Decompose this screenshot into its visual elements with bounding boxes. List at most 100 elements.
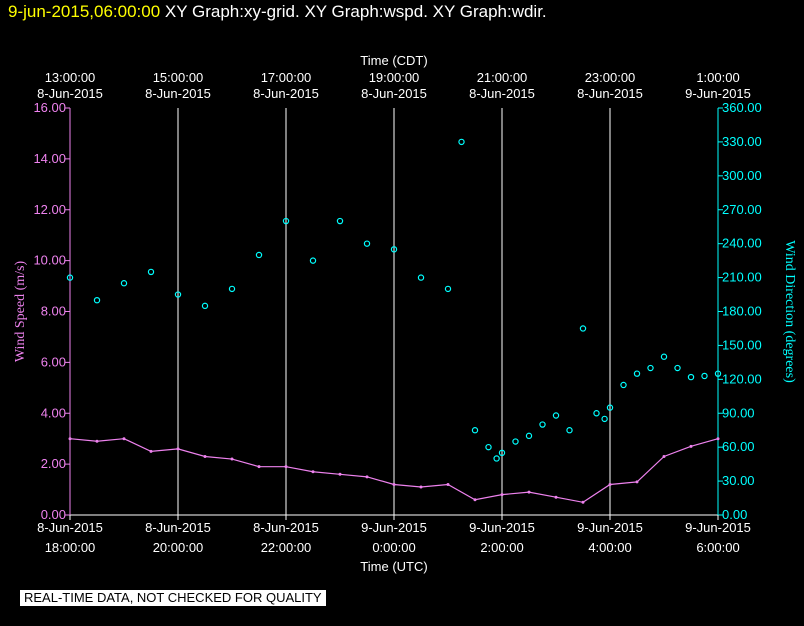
wind-speed-point <box>500 493 504 497</box>
wind-direction-point <box>674 364 681 372</box>
right-tick-label: 300.00 <box>722 168 762 183</box>
wind-speed-point <box>446 482 450 486</box>
wind-direction-point <box>417 274 425 281</box>
wind-speed-point <box>689 444 693 448</box>
header-graph-titles: XY Graph:xy-grid. XY Graph:wspd. XY Grap… <box>164 2 547 21</box>
left-tick-label: 4.00 <box>41 405 66 420</box>
top-tick-label-date: 9-Jun-2015 <box>685 86 751 101</box>
right-tick-label: 180.00 <box>722 304 762 319</box>
wind-direction-point <box>660 353 668 360</box>
wind-direction-point <box>601 415 608 423</box>
wind-speed-point <box>419 485 423 489</box>
top-tick-label-time: 17:00:00 <box>261 70 312 85</box>
right-tick-label: 270.00 <box>722 202 762 217</box>
wind-direction-point <box>390 246 398 253</box>
wind-speed-point <box>203 454 207 458</box>
left-tick-label: 8.00 <box>41 304 66 319</box>
right-tick-label: 120.00 <box>722 371 762 386</box>
top-tick-label-date: 8-Jun-2015 <box>37 86 103 101</box>
wind-direction-point <box>471 427 479 434</box>
top-tick-label-time: 1:00:00 <box>696 70 739 85</box>
right-tick-label: 330.00 <box>722 134 762 149</box>
wind-direction-point <box>228 285 236 293</box>
wind-direction-point <box>593 410 600 417</box>
right-tick-label: 150.00 <box>722 337 762 352</box>
top-tick-label-date: 8-Jun-2015 <box>577 86 643 101</box>
top-tick-label-time: 19:00:00 <box>369 70 420 85</box>
right-tick-label: 90.00 <box>722 405 755 420</box>
right-axis-label: Wind Direction (degrees) <box>782 240 797 383</box>
left-axis-label: Wind Speed (m/s) <box>13 261 28 363</box>
wind-direction-point <box>309 257 317 264</box>
wind-speed-point <box>149 449 153 453</box>
wind-direction-point <box>485 443 492 451</box>
wind-speed-point <box>581 500 585 504</box>
wind-direction-point <box>579 325 587 332</box>
wind-direction-point <box>701 372 708 380</box>
left-tick-label: 12.00 <box>33 202 66 217</box>
wind-direction-point <box>539 421 546 428</box>
wind-direction-point <box>512 438 519 445</box>
bottom-tick-label-date: 9-Jun-2015 <box>577 520 643 535</box>
right-tick-label: 30.00 <box>722 473 755 488</box>
bottom-tick-label-time: 22:00:00 <box>261 540 312 555</box>
wind-direction-point <box>647 364 654 372</box>
top-tick-label-time: 15:00:00 <box>153 70 204 85</box>
bottom-tick-label-time: 20:00:00 <box>153 540 204 555</box>
wind-speed-point <box>257 465 261 469</box>
left-tick-label: 14.00 <box>33 151 66 166</box>
right-tick-label: 210.00 <box>722 270 762 285</box>
wind-direction-point <box>363 240 371 247</box>
bottom-tick-label-time: 4:00:00 <box>588 540 631 555</box>
wind-direction-point <box>714 370 722 377</box>
right-tick-label: 240.00 <box>722 236 762 251</box>
wind-direction-point <box>606 404 614 411</box>
bottom-tick-label-time: 6:00:00 <box>696 540 739 555</box>
wind-direction-point <box>174 291 182 298</box>
quality-disclaimer: REAL-TIME DATA, NOT CHECKED FOR QUALITY <box>20 590 326 606</box>
wind-speed-point <box>635 480 639 484</box>
wind-speed-point <box>716 437 720 441</box>
bottom-tick-label-date: 8-Jun-2015 <box>37 520 103 535</box>
wind-speed-point <box>338 472 342 476</box>
wind-direction-point <box>687 373 695 381</box>
wind-direction-point <box>620 381 627 389</box>
wind-direction-point <box>282 217 290 225</box>
wind-speed-point <box>95 439 99 443</box>
wind-direction-point <box>458 138 465 146</box>
wind-direction-point <box>444 285 452 293</box>
top-tick-label-time: 13:00:00 <box>45 70 96 85</box>
wind-direction-point <box>493 455 500 462</box>
wind-speed-point <box>392 482 396 486</box>
top-tick-label-date: 8-Jun-2015 <box>469 86 535 101</box>
bottom-tick-label-time: 2:00:00 <box>480 540 523 555</box>
top-axis-title: Time (CDT) <box>360 53 427 68</box>
wind-direction-point <box>255 251 263 259</box>
wind-speed-point <box>230 457 234 461</box>
left-tick-label: 0.00 <box>41 507 66 522</box>
left-tick-label: 6.00 <box>41 354 66 369</box>
wind-speed-point <box>122 437 126 441</box>
wind-direction-point <box>633 370 641 377</box>
right-tick-label: 0.00 <box>722 507 747 522</box>
wind-direction-point <box>498 449 506 457</box>
left-tick-label: 2.00 <box>41 456 66 471</box>
wind-direction-point <box>66 274 74 281</box>
wind-direction-point <box>201 302 209 310</box>
bottom-tick-label-date: 9-Jun-2015 <box>469 520 535 535</box>
bottom-tick-label-date: 8-Jun-2015 <box>145 520 211 535</box>
wind-speed-point <box>473 498 477 502</box>
wind-direction-point <box>525 432 533 440</box>
top-tick-label-time: 23:00:00 <box>585 70 636 85</box>
top-tick-label-date: 8-Jun-2015 <box>361 86 427 101</box>
right-tick-label: 360.00 <box>722 100 762 115</box>
wind-direction-point <box>566 427 573 434</box>
wind-speed-point <box>176 447 180 451</box>
wind-speed-point <box>365 475 369 479</box>
bottom-tick-label-date: 9-Jun-2015 <box>361 520 427 535</box>
wind-speed-point <box>68 437 72 441</box>
bottom-axis-title: Time (UTC) <box>360 559 427 574</box>
wind-speed-point <box>527 490 531 494</box>
wind-direction-point <box>552 412 560 419</box>
